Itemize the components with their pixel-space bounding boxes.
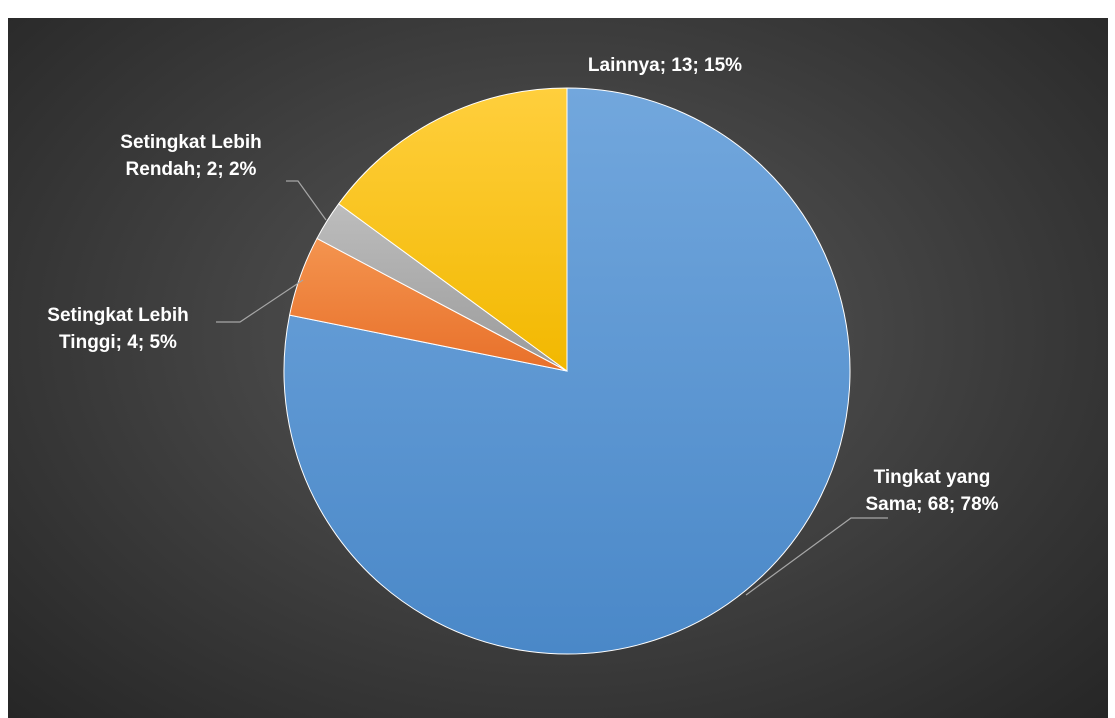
leader-line xyxy=(286,180,327,221)
data-label: Setingkat Lebih Tinggi; 4; 5% xyxy=(47,305,188,353)
pie-chart: Tingkat yang Sama; 68; 78% Setingkat Lebih… xyxy=(47,55,999,655)
leader-line xyxy=(216,279,304,323)
data-label: Setingkat Lebih Rendah; 2; 2% xyxy=(120,132,261,180)
leader-line xyxy=(745,517,888,596)
data-label-line: Rendah; 2; 2% xyxy=(126,159,257,180)
chart-area: Tingkat yang Sama; 68; 78% Setingkat Lebih… xyxy=(8,18,1108,718)
data-label-line: Tinggi; 4; 5% xyxy=(59,332,177,353)
data-label-line: Setingkat Lebih xyxy=(47,305,188,326)
slice-lainnya xyxy=(337,87,568,372)
data-label: Lainnya; 13; 15% xyxy=(588,55,742,76)
data-label-line: Lainnya; 13; 15% xyxy=(588,55,742,76)
data-label-line: Sama; 68; 78% xyxy=(865,494,998,515)
data-label-line: Setingkat Lebih xyxy=(120,132,261,153)
data-label: Tingkat yang Sama; 68; 78% xyxy=(865,467,998,515)
data-label-line: Tingkat yang xyxy=(874,467,991,488)
